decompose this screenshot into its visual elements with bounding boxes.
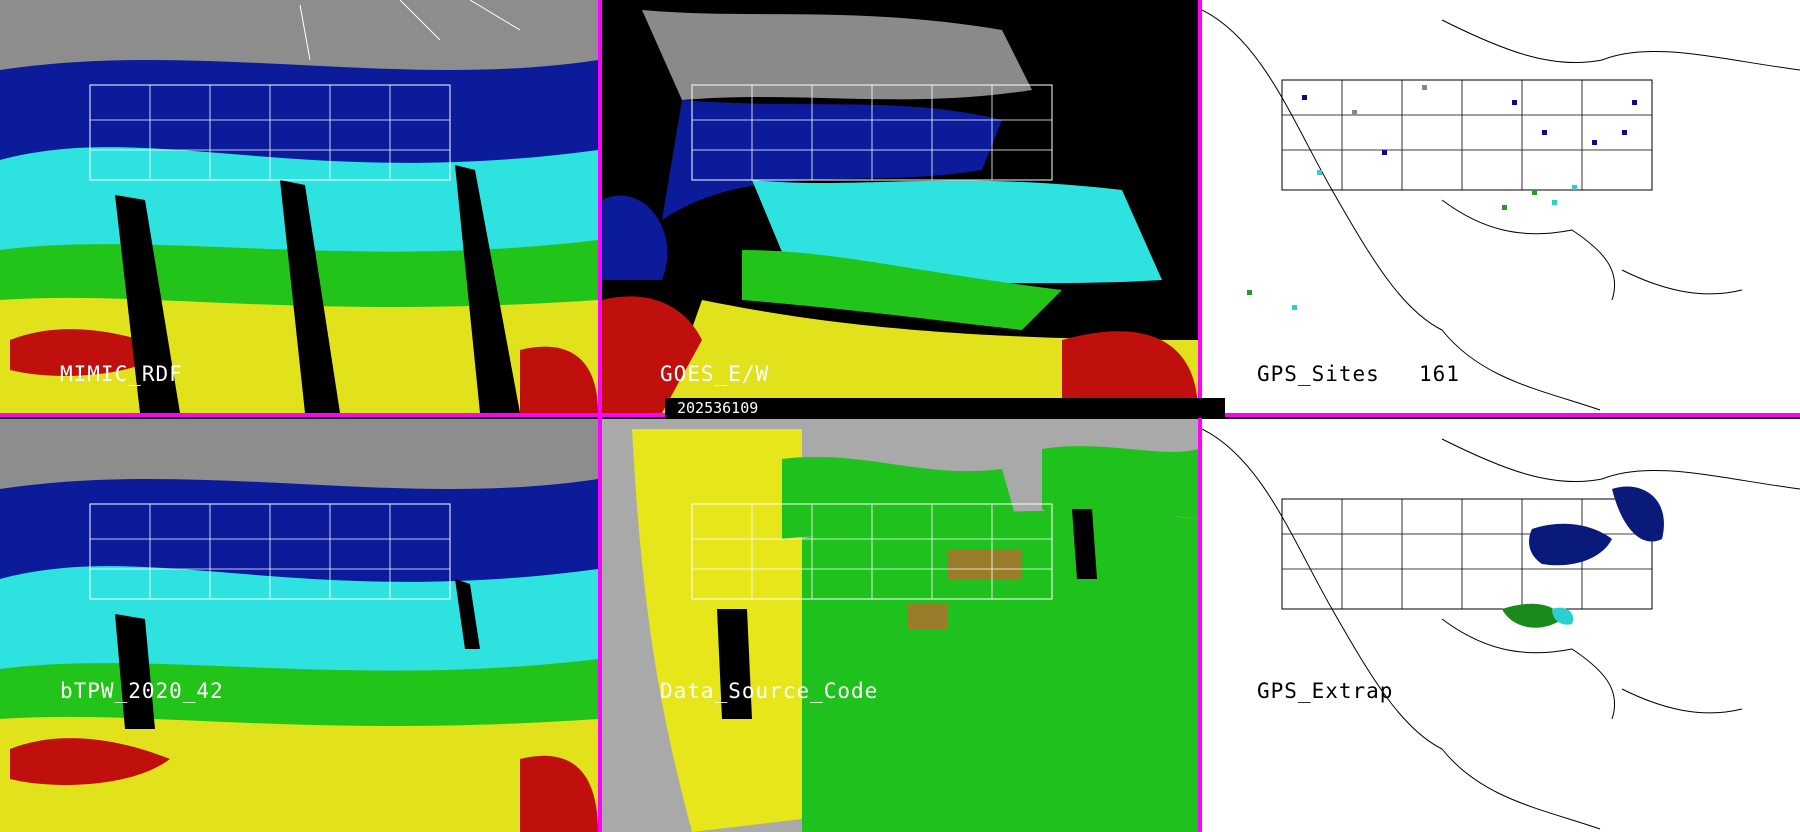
panel-label-gps-sites: GPS_Sites: [1257, 362, 1380, 386]
mimic-rdf-map: [0, 0, 598, 413]
panel-data-source-code: Data_Source_Code: [602, 419, 1198, 832]
panel-label-mimic-rdf: MIMIC_RDF: [60, 362, 183, 386]
panel-goes: GOES_E/W: [602, 0, 1198, 413]
gps-extrap-map: [1202, 428, 1800, 830]
timestamp-bar: 202536109: [665, 398, 1225, 418]
panel-gps-sites: GPS_Sites 161: [1202, 0, 1800, 413]
gps-sites-map: [1202, 9, 1800, 411]
btpw-map: [0, 419, 598, 832]
gps-sites-count: 161: [1419, 362, 1460, 386]
panel-label-gps-extrap: GPS_Extrap: [1257, 679, 1394, 703]
panel-btpw: bTPW_2020_42: [0, 419, 598, 832]
data-source-map: [602, 419, 1198, 832]
panel-mimic-rdf: MIMIC_RDF: [0, 0, 598, 413]
panel-label-btpw: bTPW_2020_42: [60, 679, 224, 703]
panel-label-data-source-code: Data_Source_Code: [660, 679, 879, 703]
goes-map: [602, 0, 1198, 413]
gps-site-markers: [1247, 85, 1637, 310]
panel-gps-extrap: GPS_Extrap: [1202, 419, 1800, 832]
panel-label-goes: GOES_E/W: [660, 362, 770, 386]
